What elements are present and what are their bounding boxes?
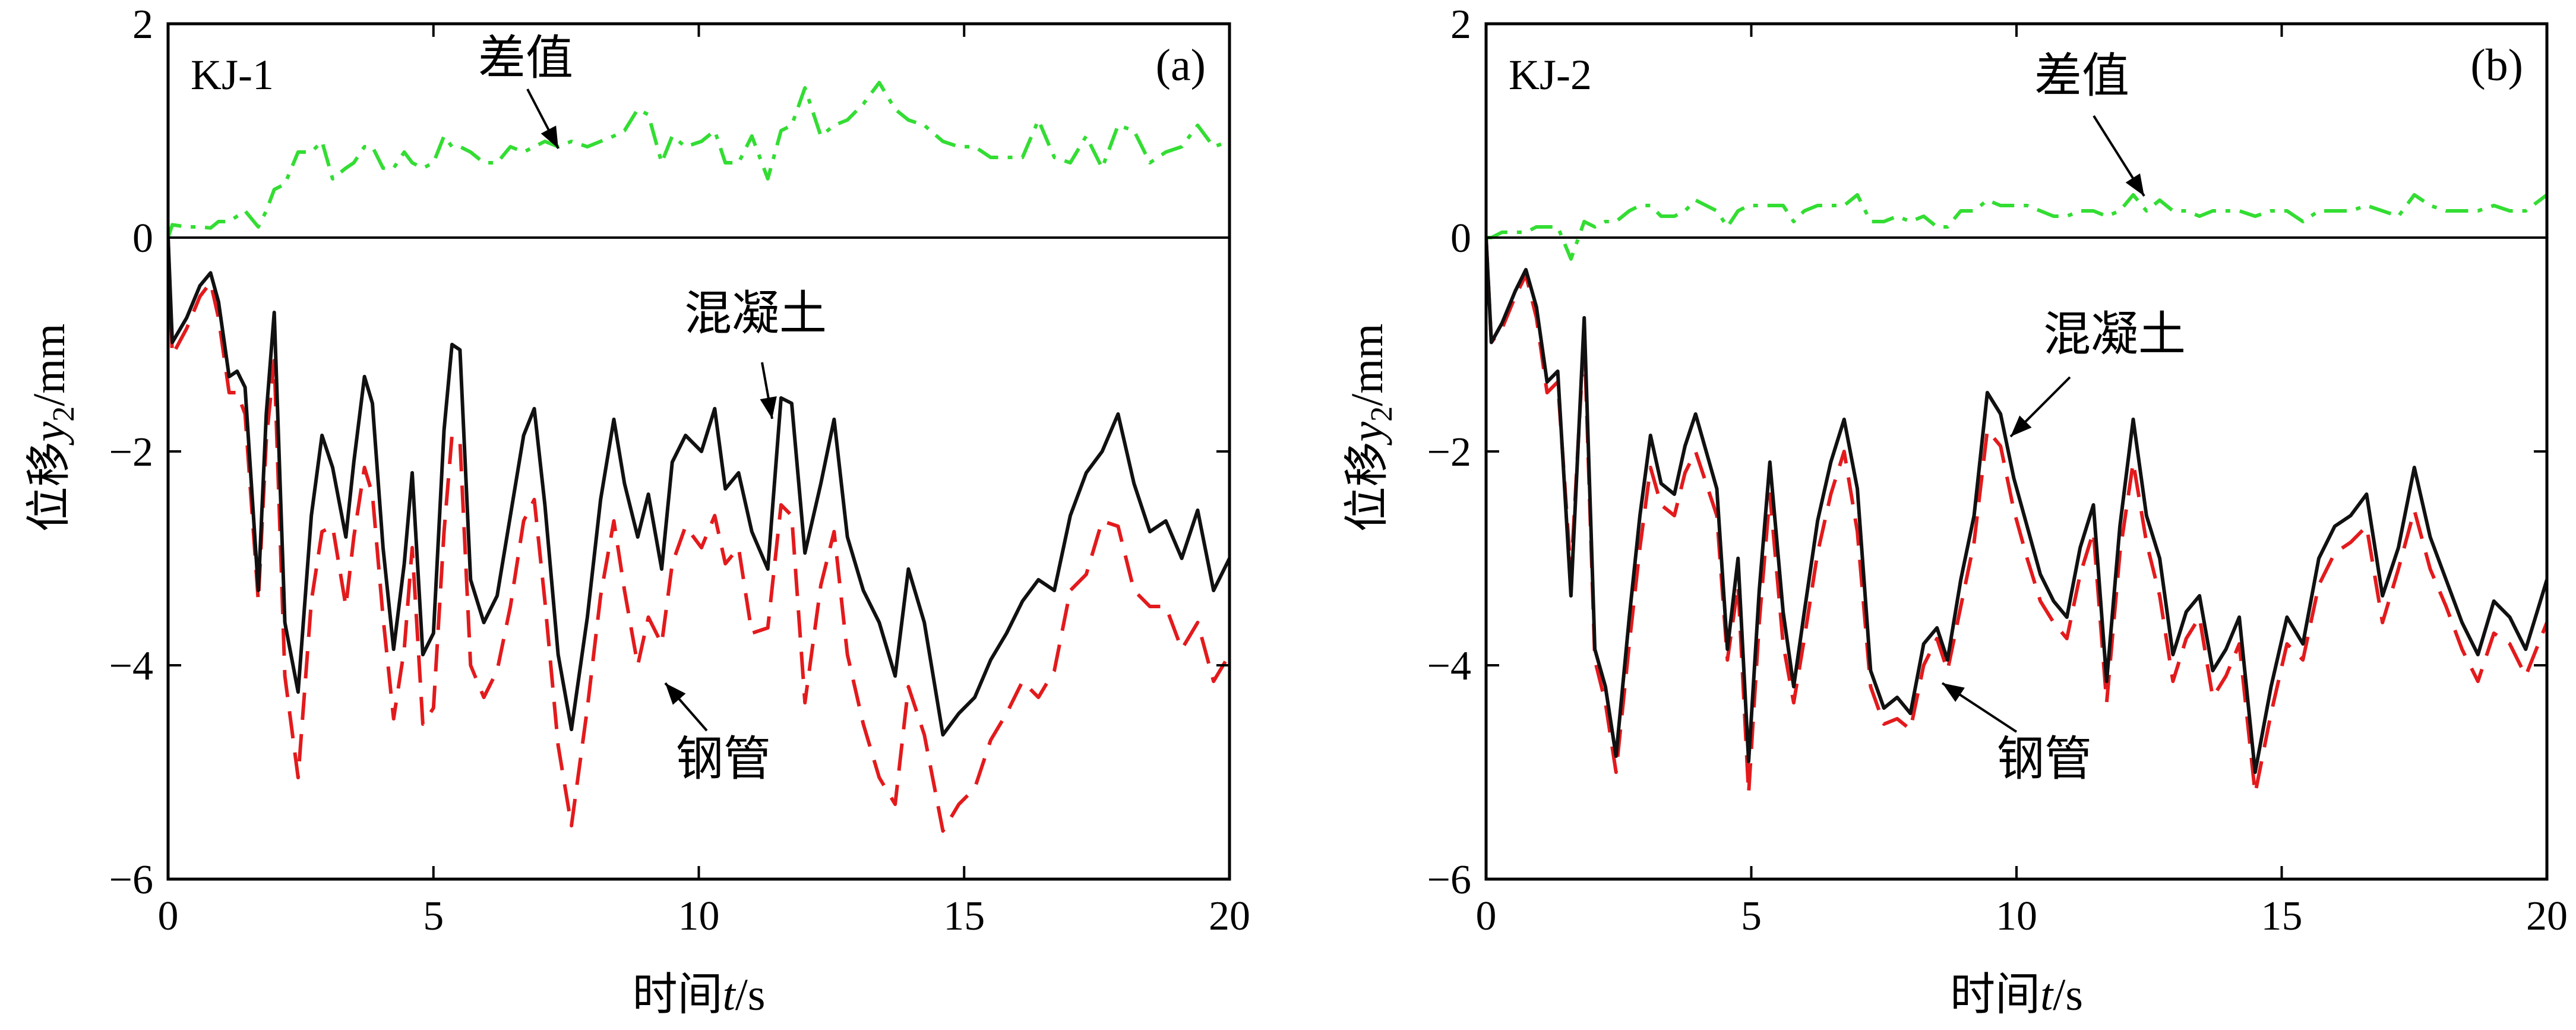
y-axis-label-sub: 2 [47,406,81,422]
x-axis-label: 时间t/s [1950,970,2083,1020]
y-axis-label: 位移y2/mm [24,323,81,532]
y-tick-label: −6 [1427,857,1471,903]
annotation-arrow-concrete [760,362,777,419]
x-tick-label: 5 [423,893,444,939]
y-axis-label-unit: /mm [24,323,74,406]
x-axis-label: 时间t/s [633,970,766,1020]
y-tick-label: 0 [1450,216,1471,261]
y-tick-label: −2 [1427,429,1471,475]
y-tick-label: −4 [1427,643,1471,689]
annotation-arrow-diff [2093,115,2145,197]
annotation-arrow-concrete [2009,376,2071,438]
x-tick-label: 0 [1476,893,1497,939]
x-tick-label: 15 [943,893,985,939]
panel-label: (a) [1156,40,1206,90]
series-line-diff [168,81,1229,238]
x-axis-label-var: t [2040,970,2054,1020]
y-axis-label-sub: 2 [1365,406,1399,422]
series-line-steel [168,237,1229,833]
y-tick-label: −4 [109,643,153,689]
annotation-arrow-steel [664,682,708,732]
x-tick-label: 0 [158,893,179,939]
y-axis-label-text: 位移 [24,442,74,532]
annotation-concrete: 混凝土 [2043,309,2186,361]
y-axis-label: 位移y2/mm [1342,323,1399,532]
y-axis-label-unit: /mm [1342,323,1392,406]
series-line-steel [1486,237,2547,795]
annotation-diff: 差值 [2034,50,2129,103]
specimen-label: KJ-2 [1509,51,1592,99]
x-tick-label: 5 [1741,893,1762,939]
x-tick-label: 10 [678,893,720,939]
x-tick-label: 15 [2261,893,2303,939]
y-tick-label: −2 [109,429,153,475]
y-axis-label-text: 位移 [1342,442,1392,532]
series-line-concrete [168,237,1229,737]
specimen-label: KJ-1 [191,51,274,99]
y-axis-label-var: y [24,422,74,446]
x-tick-label: 20 [1209,893,1250,939]
series-line-concrete [1486,237,2547,774]
annotation-steel: 钢管 [1997,734,2092,786]
annotation-diff: 差值 [478,33,573,85]
x-axis-label-unit: /s [735,970,766,1020]
x-axis-label-text: 时间 [633,970,723,1020]
y-tick-label: −6 [109,857,153,903]
annotation-arrow-diff [526,89,560,149]
annotation-concrete: 混凝土 [684,288,827,340]
x-tick-label: 20 [2526,893,2568,939]
y-tick-label: 2 [132,2,153,48]
y-tick-label: 2 [1450,2,1471,48]
series-line-diff [1486,193,2547,261]
annotation-steel: 钢管 [676,734,771,786]
x-axis-label-var: t [723,970,737,1020]
y-axis-label-var: y [1342,422,1392,446]
x-axis-label-unit: /s [2053,970,2083,1020]
annotation-arrow-steel [1941,682,2018,733]
x-axis-label-text: 时间 [1950,970,2040,1020]
panel-label: (b) [2470,40,2523,90]
x-tick-label: 10 [1996,893,2037,939]
y-tick-label: 0 [132,216,153,261]
